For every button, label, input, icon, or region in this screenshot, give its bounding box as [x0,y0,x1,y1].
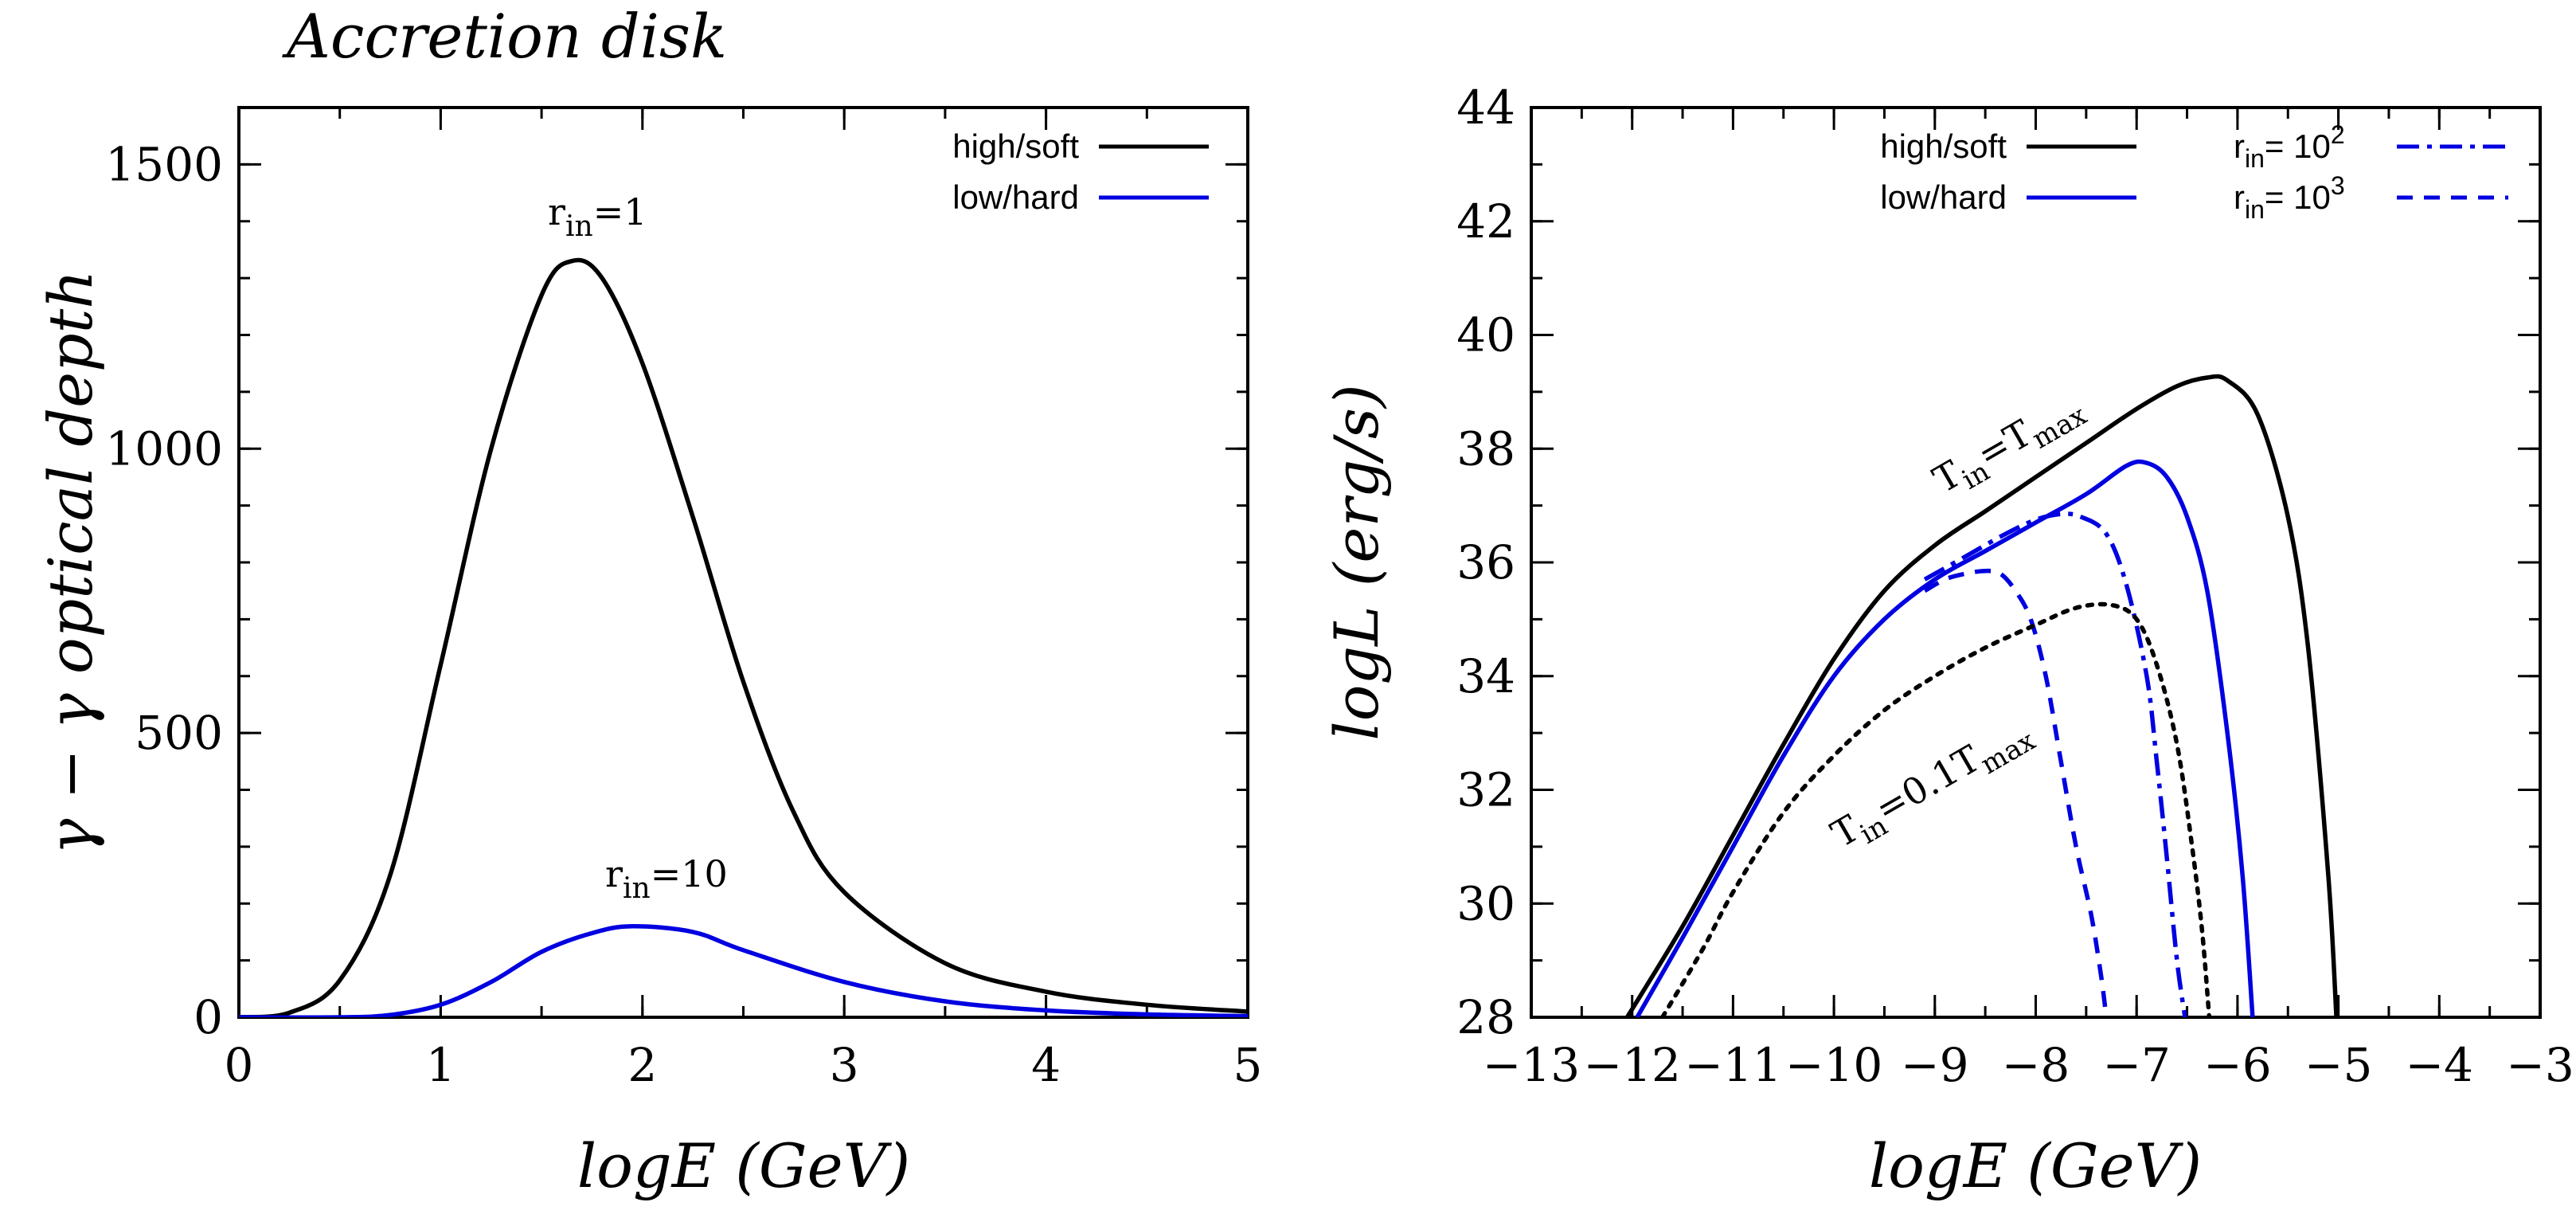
legend-label-low-hard-2: low/hard [1880,178,2007,216]
x-tick-label: −7 [2102,1038,2171,1092]
y-tick-label: 42 [1456,194,1515,249]
series-line-dashdot [1923,511,2187,1017]
x-tick-label: −11 [1684,1038,1781,1092]
x-tick-label: −10 [1785,1038,1882,1092]
y-tick-label: 44 [1456,80,1515,135]
annotation-rin-10: rin=10 [605,852,728,905]
series-line-high-soft [1625,374,2339,1017]
y-tick-label: 30 [1456,876,1515,930]
y-tick-label: 40 [1456,308,1515,362]
left-ticks [237,106,1249,1019]
series-line-low-hard [1635,459,2255,1017]
right-x-axis-label: logE (GeV) [1869,1130,2202,1201]
left-x-axis-label: logE (GeV) [577,1130,910,1201]
series-line-high-soft [239,257,1248,1017]
x-tick-label: −5 [2304,1038,2373,1092]
right-y-axis-label: logL (erg/s) [1321,384,1392,740]
right-chart: −13 −12 −11 −10 −9 −8 −7 −6 −5 −4 −3 28 30 32 34 36 38 40… [1321,80,2574,1201]
series-line-dashed [1923,568,2109,1017]
y-tick-label: 1500 [105,137,223,191]
right-legend: high/soft low/hard rin= 102 rin= 103 [1880,120,2508,224]
x-tick-label: −13 [1483,1038,1580,1092]
left-y-axis-label: γ − γ optical depth [35,270,106,855]
x-tick-label: 0 [225,1038,254,1092]
x-tick-label: −6 [2203,1038,2272,1092]
x-tick-label: −8 [2002,1038,2070,1092]
x-tick-label: −12 [1583,1038,1680,1092]
y-tick-label: 0 [193,990,223,1044]
legend-label-rin-100: rin= 102 [2234,120,2345,173]
y-tick-label: 36 [1456,535,1515,589]
x-tick-label: 2 [627,1038,657,1092]
y-tick-label: 1000 [105,421,223,476]
y-tick-label: 34 [1456,649,1515,703]
y-tick-label: 32 [1456,763,1515,817]
legend-label-low-hard: low/hard [952,178,1079,216]
x-tick-label: 1 [426,1038,455,1092]
right-plot-frame [1530,106,2542,1019]
right-tick-labels: −13 −12 −11 −10 −9 −8 −7 −6 −5 −4 −3 28 30 32 34 36 38 40… [1456,80,2574,1092]
x-tick-label: 5 [1233,1038,1263,1092]
right-ticks [1530,106,2542,1019]
right-series [1625,374,2339,1017]
x-tick-label: −9 [1901,1038,1969,1092]
left-tick-labels: 0 1 2 3 4 5 0 500 1000 1500 [105,137,1262,1092]
y-tick-label: 500 [135,706,223,760]
series-line-low-hard [239,924,1248,1017]
y-tick-label: 28 [1456,990,1515,1044]
x-tick-label: 3 [830,1038,859,1092]
legend-label-high-soft-2: high/soft [1880,127,2007,165]
annotation-tin-tmax: Tin=Tmax [1926,383,2093,509]
x-tick-label: −3 [2506,1038,2574,1092]
x-tick-label: −4 [2406,1038,2474,1092]
legend-label-high-soft: high/soft [952,127,1079,165]
x-tick-label: 4 [1031,1038,1061,1092]
left-series [239,257,1248,1017]
left-chart: 0 1 2 3 4 5 0 500 1000 1500 high/soft low/hard ri… [35,106,1262,1201]
series-line-dotted [1659,601,2212,1017]
left-legend: high/soft low/hard [952,127,1209,216]
annotation-rin-1: rin=1 [548,190,647,243]
legend-label-rin-1000: rin= 103 [2234,171,2345,224]
y-tick-label: 38 [1456,421,1515,476]
figure-title: Accretion disk [282,1,727,72]
